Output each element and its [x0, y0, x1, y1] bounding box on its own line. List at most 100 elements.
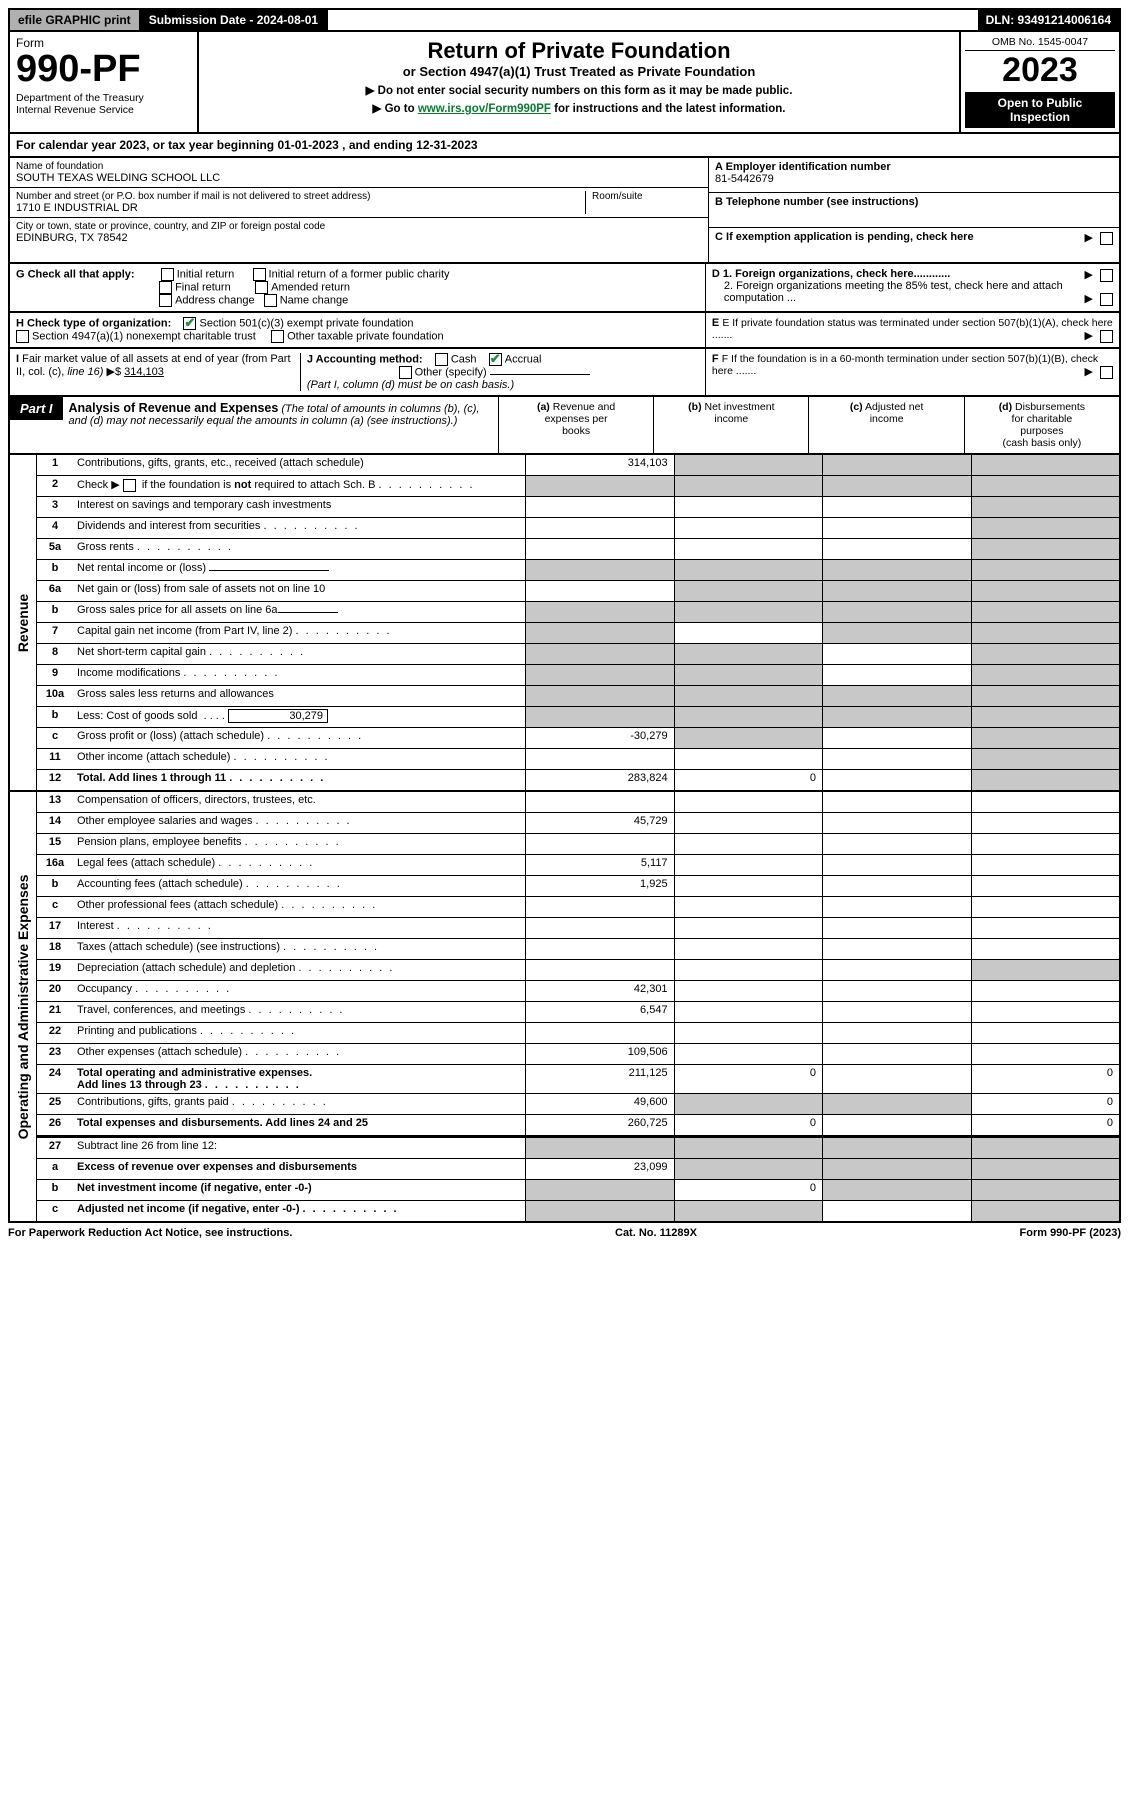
j-note: (Part I, column (d) must be on cash basi… — [307, 379, 514, 391]
row-1: 1Contributions, gifts, grants, etc., rec… — [37, 455, 1119, 476]
final-return-checkbox[interactable] — [159, 281, 172, 294]
opt-other-taxable: Other taxable private foundation — [287, 330, 444, 342]
opt-other-method: Other (specify) — [415, 366, 487, 378]
d1-checkbox[interactable] — [1100, 269, 1113, 282]
opt-amended: Amended return — [271, 281, 350, 293]
col-a-header: (a) (a) Revenue and expenses per booksRe… — [498, 397, 653, 453]
row-16c: cOther professional fees (attach schedul… — [37, 897, 1119, 918]
catalog-number: Cat. No. 11289X — [615, 1227, 697, 1239]
entity-info-grid: Name of foundation SOUTH TEXAS WELDING S… — [8, 158, 1121, 264]
street-address: 1710 E INDUSTRIAL DR — [16, 202, 585, 214]
address-row: Number and street (or P.O. box number if… — [10, 188, 708, 218]
efile-print-button[interactable]: efile GRAPHIC print — [10, 10, 141, 30]
ein-label: A Employer identification number — [715, 161, 1113, 173]
city-state-zip: EDINBURG, TX 78542 — [16, 232, 702, 244]
row-26: 26Total expenses and disbursements. Add … — [37, 1115, 1119, 1136]
form-number: 990-PF — [16, 50, 191, 88]
f-checkbox[interactable] — [1100, 366, 1113, 379]
d2-checkbox[interactable] — [1100, 293, 1113, 306]
fmv-value: 314,103 — [124, 366, 164, 378]
h-label: H Check type of organization: — [16, 317, 171, 329]
row-20: 20Occupancy 42,301 — [37, 981, 1119, 1002]
row-8: 8Net short-term capital gain — [37, 644, 1119, 665]
col-c-header: (c) Adjusted netincome — [808, 397, 963, 453]
row-25: 25Contributions, gifts, grants paid 49,6… — [37, 1094, 1119, 1115]
dln-number: DLN: 93491214006164 — [978, 10, 1119, 30]
name-change-checkbox[interactable] — [264, 294, 277, 307]
other-taxable-checkbox[interactable] — [271, 330, 284, 343]
city-label: City or town, state or province, country… — [16, 221, 702, 232]
row-10b: bLess: Cost of goods sold . . . . 30,279 — [37, 707, 1119, 728]
form-ref: Form 990-PF (2023) — [1020, 1227, 1122, 1239]
row-13: 13Compensation of officers, directors, t… — [37, 792, 1119, 813]
row-10a: 10aGross sales less returns and allowanc… — [37, 686, 1119, 707]
note-post: for instructions and the latest informat… — [551, 103, 786, 115]
row-2: 2Check ▶ if the foundation is not requir… — [37, 476, 1119, 497]
section-ij-f-row: I Fair market value of all assets at end… — [8, 349, 1121, 397]
form-subtitle: or Section 4947(a)(1) Trust Treated as P… — [205, 64, 953, 79]
e-checkbox[interactable] — [1100, 330, 1113, 343]
opt-namechg: Name change — [280, 294, 349, 306]
top-bar: efile GRAPHIC print Submission Date - 20… — [8, 8, 1121, 32]
row-24: 24Total operating and administrative exp… — [37, 1065, 1119, 1094]
form-header: Form 990-PF Department of the Treasury I… — [8, 32, 1121, 134]
expenses-table: Operating and Administrative Expenses 13… — [8, 792, 1121, 1223]
opt-final: Final return — [175, 281, 231, 293]
amended-return-checkbox[interactable] — [255, 281, 268, 294]
part1-header: Part I Analysis of Revenue and Expenses … — [8, 397, 1121, 455]
row-21: 21Travel, conferences, and meetings 6,54… — [37, 1002, 1119, 1023]
section-d: D 1. Foreign organizations, check here..… — [705, 264, 1119, 311]
open-to-public-badge: Open to Public Inspection — [965, 92, 1115, 128]
row-7: 7Capital gain net income (from Part IV, … — [37, 623, 1119, 644]
paperwork-notice: For Paperwork Reduction Act Notice, see … — [8, 1227, 292, 1239]
ein-value: 81-5442679 — [715, 173, 1113, 185]
revenue-table: Revenue 1Contributions, gifts, grants, e… — [8, 455, 1121, 792]
501c3-checkbox[interactable] — [183, 317, 196, 330]
j-label: J Accounting method: — [307, 353, 423, 365]
initial-return-checkbox[interactable] — [161, 268, 174, 281]
section-g-d-row: G Check all that apply: Initial return I… — [8, 264, 1121, 313]
exemption-pending-cell: C If exemption application is pending, c… — [709, 228, 1119, 262]
4947-checkbox[interactable] — [16, 330, 29, 343]
row-3: 3Interest on savings and temporary cash … — [37, 497, 1119, 518]
row-4: 4Dividends and interest from securities — [37, 518, 1119, 539]
foundation-name-cell: Name of foundation SOUTH TEXAS WELDING S… — [10, 158, 708, 188]
section-h: H Check type of organization: Section 50… — [10, 313, 705, 347]
section-h-e-row: H Check type of organization: Section 50… — [8, 313, 1121, 349]
phone-label: B Telephone number (see instructions) — [715, 196, 1113, 208]
g-label: G Check all that apply: — [16, 268, 135, 280]
other-method-checkbox[interactable] — [399, 366, 412, 379]
revenue-side-label: Revenue — [10, 455, 37, 790]
part1-tag: Part I — [10, 397, 63, 420]
row-27: 27Subtract line 26 from line 12: — [37, 1136, 1119, 1159]
omb-number: OMB No. 1545-0047 — [965, 36, 1115, 51]
row-6a: 6aNet gain or (loss) from sale of assets… — [37, 581, 1119, 602]
opt-501c3: Section 501(c)(3) exempt private foundat… — [199, 317, 413, 329]
instructions-link[interactable]: www.irs.gov/Form990PF — [418, 103, 551, 115]
city-cell: City or town, state or province, country… — [10, 218, 708, 247]
cash-checkbox[interactable] — [435, 353, 448, 366]
schb-checkbox[interactable] — [123, 479, 136, 492]
foundation-name: SOUTH TEXAS WELDING SCHOOL LLC — [16, 172, 702, 184]
c-checkbox[interactable] — [1100, 232, 1113, 245]
department-label: Department of the Treasury Internal Reve… — [16, 92, 191, 116]
col-b-header: (b) Net investmentincome — [653, 397, 808, 453]
expenses-side-label: Operating and Administrative Expenses — [10, 792, 37, 1221]
section-f: F F If the foundation is in a 60-month t… — [705, 349, 1119, 395]
opt-cash: Cash — [451, 353, 477, 365]
accrual-checkbox[interactable] — [489, 353, 502, 366]
initial-former-checkbox[interactable] — [253, 268, 266, 281]
address-change-checkbox[interactable] — [159, 294, 172, 307]
tax-year: 2023 — [965, 51, 1115, 90]
row-17: 17Interest — [37, 918, 1119, 939]
d2-label: 2. Foreign organizations meeting the 85%… — [724, 280, 1063, 304]
row-9: 9Income modifications — [37, 665, 1119, 686]
part1-desc: Analysis of Revenue and Expenses (The to… — [63, 397, 498, 453]
row-6b: bGross sales price for all assets on lin… — [37, 602, 1119, 623]
row-16b: bAccounting fees (attach schedule) 1,925 — [37, 876, 1119, 897]
row-27b: bNet investment income (if negative, ent… — [37, 1180, 1119, 1201]
opt-former: Initial return of a former public charit… — [269, 268, 450, 280]
row-22: 22Printing and publications — [37, 1023, 1119, 1044]
calendar-year-line: For calendar year 2023, or tax year begi… — [8, 134, 1121, 158]
opt-addrchg: Address change — [175, 294, 255, 306]
